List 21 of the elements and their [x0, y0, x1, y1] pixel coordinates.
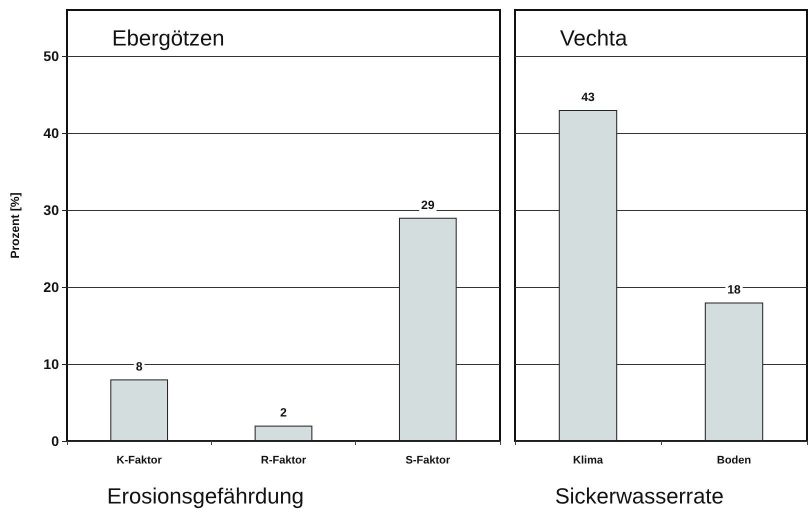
data-label: 2 — [280, 406, 288, 420]
x-tick-label: Boden — [716, 454, 752, 466]
y-tick-label: 40 — [43, 125, 60, 142]
x-axis-title: Erosionsgefährdung — [107, 484, 304, 508]
x-tick-label: S-Faktor — [406, 454, 451, 466]
text: Vechta — [560, 26, 628, 50]
y-tick-label: 20 — [43, 279, 60, 296]
data-label: 8 — [136, 359, 143, 374]
x-tick-label: R-Faktor — [260, 454, 307, 466]
text: Ebergötzen — [112, 26, 225, 50]
x-tick-label: Klima — [573, 454, 604, 466]
data-label: 43 — [581, 90, 595, 104]
y-tick-label: 10 — [43, 356, 60, 372]
y-tick-label: 50 — [43, 48, 60, 64]
y-axis-title: Prozent [%] — [8, 192, 22, 258]
x-tick-label: K-Faktor — [116, 454, 162, 466]
y-tick-label: 30 — [43, 202, 60, 218]
data-label: 18 — [727, 282, 741, 296]
data-label: 29 — [421, 198, 435, 212]
y-tick-label: 0 — [51, 433, 60, 449]
x-axis-title: Sickerwasserrate — [555, 484, 724, 508]
